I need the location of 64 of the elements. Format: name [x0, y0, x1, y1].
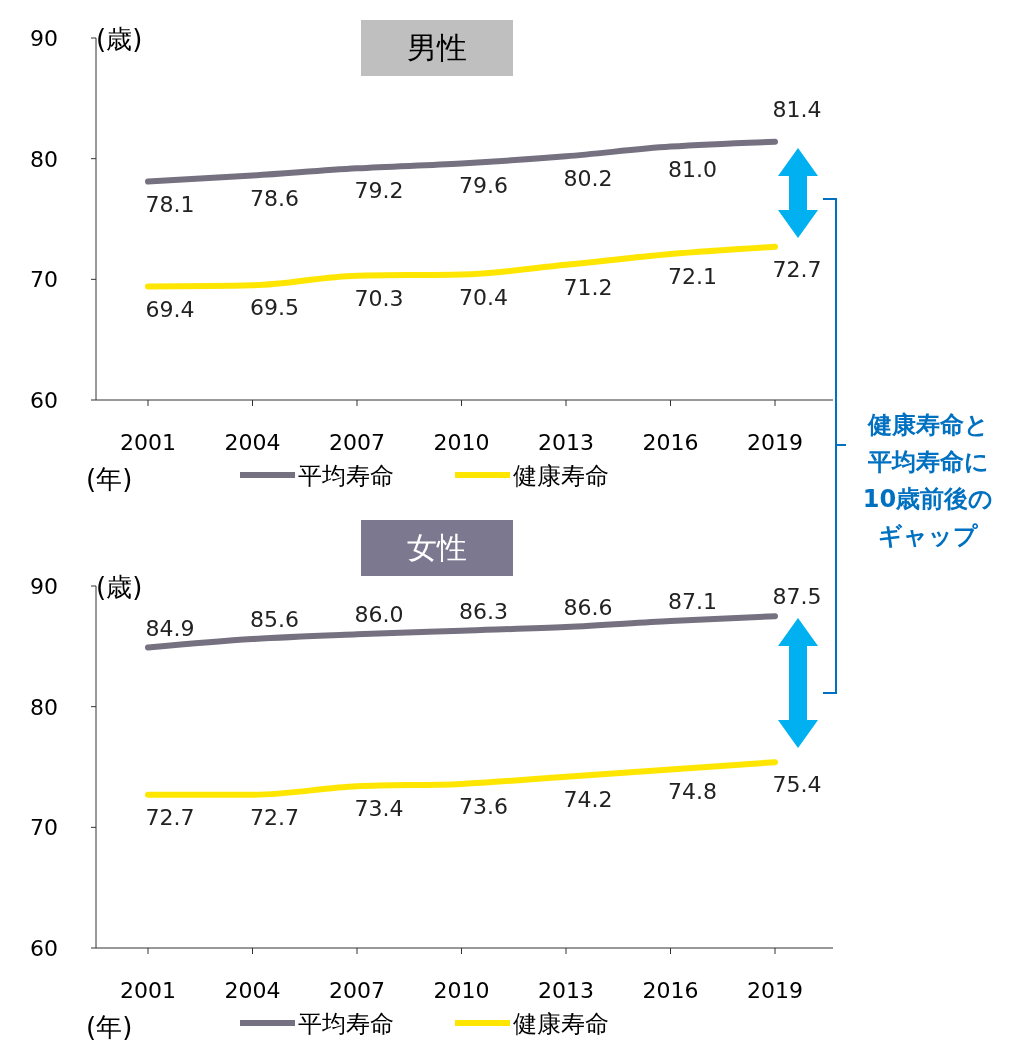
x-tick-label: 2001	[120, 978, 176, 1003]
x-axis-title: (年)	[86, 1012, 133, 1042]
x-tick-label: 2013	[538, 978, 594, 1003]
legend-label: 健康寿命	[513, 462, 609, 490]
data-label: 86.3	[459, 598, 508, 624]
legend-label: 健康寿命	[513, 1010, 609, 1038]
data-label: 70.3	[354, 285, 404, 311]
text: ギャップ	[878, 522, 979, 550]
data-label: 72.7	[772, 256, 822, 282]
x-tick-label: 2001	[120, 430, 176, 455]
text: 健康寿命と	[866, 411, 989, 439]
data-label: 75.4	[772, 772, 822, 798]
y-tick-label: 60	[30, 388, 58, 413]
data-label: 78.1	[145, 191, 195, 217]
chart-title: 男性	[407, 30, 467, 65]
text: 10歳前後の	[862, 485, 994, 513]
data-label: 73.6	[459, 793, 508, 819]
y-tick-label: 60	[30, 936, 58, 961]
data-label: 86.6	[563, 595, 613, 621]
data-label: 81.0	[668, 156, 717, 182]
data-label: 74.8	[668, 779, 717, 805]
data-label: 79.6	[459, 173, 508, 199]
data-label: 72.7	[145, 804, 195, 830]
data-label: 84.9	[145, 615, 195, 641]
data-label: 70.4	[459, 284, 508, 310]
y-tick-label: 80	[30, 694, 58, 720]
x-tick-label: 2007	[329, 978, 385, 1003]
x-tick-label: 2010	[433, 430, 490, 455]
data-label: 71.2	[563, 274, 613, 300]
data-label: 80.2	[563, 166, 613, 192]
y-axis-title: (歳)	[96, 572, 143, 602]
legend-label: 平均寿命	[298, 462, 394, 490]
y-axis-title: (歳)	[96, 24, 143, 54]
y-tick-label: 90	[30, 574, 58, 599]
data-label: 85.6	[250, 607, 299, 633]
y-tick-label: 90	[30, 26, 58, 51]
legend-label: 平均寿命	[298, 1010, 394, 1038]
data-label: 78.6	[250, 185, 299, 211]
data-label: 87.1	[668, 588, 717, 614]
x-tick-label: 2019	[747, 978, 803, 1003]
data-label: 74.2	[563, 786, 613, 812]
y-tick-label: 70	[30, 815, 58, 841]
data-label: 72.7	[250, 804, 299, 830]
x-tick-label: 2004	[224, 978, 281, 1003]
text: 平均寿命に	[866, 448, 989, 476]
data-label: 87.5	[772, 584, 822, 610]
x-tick-label: 2019	[747, 430, 803, 455]
x-tick-label: 2013	[538, 430, 594, 455]
x-tick-label: 2007	[329, 430, 385, 455]
chart-title: 女性	[407, 530, 467, 565]
y-tick-label: 80	[30, 146, 58, 172]
x-tick-label: 2016	[642, 430, 699, 455]
data-label: 79.2	[354, 178, 404, 204]
x-tick-label: 2016	[642, 978, 699, 1003]
data-label: 69.4	[145, 296, 195, 322]
data-label: 73.4	[354, 796, 404, 822]
x-tick-label: 2010	[433, 978, 490, 1003]
data-label: 69.5	[250, 295, 299, 321]
x-axis-title: (年)	[86, 464, 133, 494]
y-tick-label: 70	[30, 267, 58, 293]
data-label: 81.4	[772, 96, 822, 122]
x-tick-label: 2004	[224, 430, 281, 455]
data-label: 72.1	[668, 263, 717, 289]
data-label: 86.0	[354, 602, 404, 628]
